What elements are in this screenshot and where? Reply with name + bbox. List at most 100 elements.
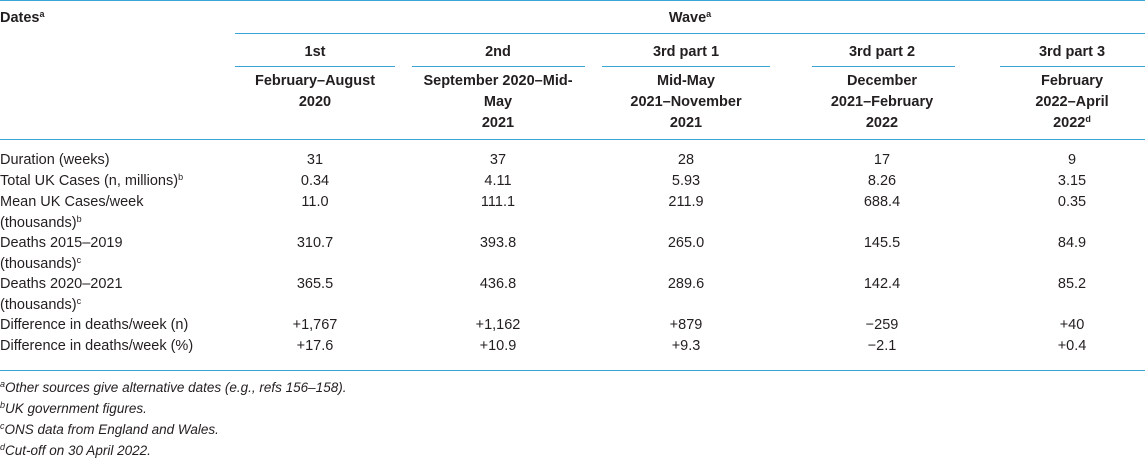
- table-cell: 142.4: [863, 276, 901, 292]
- wave-header-label: Wave: [668, 10, 707, 26]
- column-date-line: 2022–April: [972, 92, 1145, 112]
- column-date-line: September 2020–Mid-: [398, 71, 598, 91]
- footnote-text: ONS data from England and Wales.: [4, 422, 219, 437]
- column-date-line: 2020: [215, 92, 415, 112]
- row-label-line: Mean UK Cases/week: [0, 192, 143, 213]
- footnote-text: Cut-off on 30 April 2022.: [5, 443, 151, 458]
- wave-underline-rule: [235, 33, 1145, 34]
- column-date-line: 2021: [398, 113, 598, 133]
- column-date-line: Mid-May: [586, 71, 786, 91]
- footnote: dCut-off on 30 April 2022.: [0, 441, 151, 461]
- column-date-line: February: [972, 71, 1145, 91]
- column-date-text: 2021–February: [830, 94, 934, 110]
- column-date-text: 2022–April: [1035, 94, 1109, 110]
- table-cell: 310.7: [296, 235, 334, 251]
- table-cell: +1,767: [292, 317, 338, 333]
- table-cell: +10.9: [479, 338, 517, 354]
- footnote-text: UK government figures.: [5, 401, 147, 416]
- table-cell: 84.9: [1057, 235, 1087, 251]
- table-cell: +40: [1059, 317, 1085, 333]
- table-cell: 393.8: [479, 235, 517, 251]
- row-label-sup: c: [76, 254, 82, 265]
- row-label: Duration (weeks): [0, 150, 110, 171]
- column-label: 3rd part 1: [652, 44, 720, 60]
- dates-header: Datesa: [0, 8, 45, 28]
- table-cell: 365.5: [296, 276, 334, 292]
- row-label: Mean UK Cases/week (thousands)b: [0, 192, 143, 233]
- row-label-line: (thousands)b: [0, 213, 143, 234]
- table-cell: 37: [489, 152, 507, 168]
- table-cell: 11.0: [301, 194, 329, 210]
- column-underline-rule: [812, 66, 955, 67]
- column-date-text: February: [1040, 73, 1104, 89]
- footnote-mark: d: [0, 442, 6, 452]
- column-label: 1st: [304, 44, 326, 60]
- column-date-text: 2022: [865, 115, 899, 131]
- table-cell: 8.26: [867, 173, 897, 189]
- column-date-line: 2022: [782, 113, 982, 133]
- row-label-text: Duration (weeks): [0, 152, 110, 168]
- column-date-line: February–August: [215, 71, 415, 91]
- table-cell: +17.6: [296, 338, 334, 354]
- row-label-text: (thousands): [0, 214, 77, 231]
- table-cell: 265.0: [667, 235, 705, 251]
- table-cell: +1,162: [475, 317, 521, 333]
- column-date-text: February–August: [254, 73, 376, 89]
- column-label: 3rd part 2: [848, 44, 916, 60]
- row-label-text: Total UK Cases (n, millions): [0, 173, 179, 189]
- footnote-text: Other sources give alternative dates (e.…: [5, 380, 347, 395]
- footnote-mark: a: [0, 379, 6, 389]
- row-label: Deaths 2020–2021 (thousands)c: [0, 274, 123, 315]
- row-label-line: Difference in deaths/week (n): [0, 315, 188, 336]
- column-date-line: 2021–February: [782, 92, 982, 112]
- row-label-line: Duration (weeks): [0, 150, 110, 171]
- column-date-line: 2021–November: [586, 92, 786, 112]
- table-cell: 31: [306, 152, 324, 168]
- table-cell: +9.3: [671, 338, 701, 354]
- column-date-text: September 2020–Mid-: [423, 73, 573, 89]
- row-label: Total UK Cases (n, millions)b: [0, 171, 183, 192]
- table-cell: 17: [873, 152, 891, 168]
- table-cell: 28: [677, 152, 695, 168]
- row-label-text: Deaths 2015–2019: [0, 235, 123, 251]
- row-label: Difference in deaths/week (n): [0, 315, 188, 336]
- row-label-line: Difference in deaths/week (%): [0, 336, 193, 357]
- footnote: cONS data from England and Wales.: [0, 420, 219, 440]
- table-cell: 0.34: [300, 173, 330, 189]
- table-cell: 9: [1067, 152, 1077, 168]
- table-cell: 436.8: [479, 276, 517, 292]
- column-date-text: 2021: [481, 115, 515, 131]
- footnote: aOther sources give alternative dates (e…: [0, 378, 346, 398]
- table-cell: 111.1: [480, 194, 516, 210]
- column-date-text: December: [846, 73, 918, 89]
- row-label: Difference in deaths/week (%): [0, 336, 193, 357]
- table-cell: 211.9: [668, 194, 704, 210]
- table-cell: 0.35: [1057, 194, 1087, 210]
- table-cell: 145.5: [863, 235, 901, 251]
- table-cell: −259: [865, 317, 899, 333]
- column-date-text: Mid-May: [657, 73, 715, 89]
- row-label-sup: b: [178, 172, 184, 182]
- row-label-sup: b: [76, 213, 82, 224]
- table-cell: −2.1: [867, 338, 897, 354]
- table-bottom-rule: [0, 370, 1145, 371]
- wave-header: Wavea: [235, 8, 1145, 28]
- row-label-text: Difference in deaths/week (%): [0, 338, 194, 354]
- footnote-mark: b: [0, 400, 6, 410]
- table-cell: +879: [669, 317, 703, 333]
- table-cell: 4.11: [484, 173, 512, 189]
- dates-header-label: Dates: [0, 10, 40, 26]
- column-date-text: 2020: [298, 94, 332, 110]
- row-label-text: (thousands): [0, 255, 77, 272]
- table-cell: 289.6: [667, 276, 705, 292]
- column-underline-rule: [412, 66, 585, 67]
- column-date-sup: d: [1085, 114, 1091, 124]
- column-underline-rule: [602, 66, 770, 67]
- row-label-text: Deaths 2020–2021: [0, 276, 123, 292]
- footnote: bUK government figures.: [0, 399, 147, 419]
- column-date-line: 2021: [586, 113, 786, 133]
- table-cell: +0.4: [1057, 338, 1087, 354]
- row-label-line: Deaths 2020–2021: [0, 274, 123, 295]
- table-cell: 85.2: [1057, 276, 1087, 292]
- table-top-rule: [0, 0, 1145, 1]
